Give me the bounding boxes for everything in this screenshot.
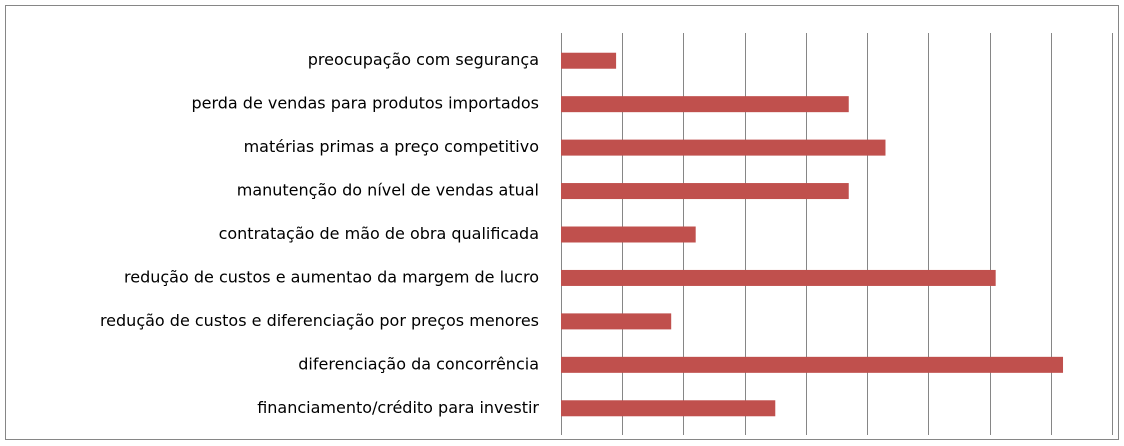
y-tick-label: manutenção do nível de vendas atual <box>237 181 539 200</box>
y-tick-label: redução de custos e diferenciação por pr… <box>100 311 539 330</box>
y-tick-label: contratação de mão de obra qualificada <box>219 224 539 243</box>
y-tick-label: matérias primas a preço competitivo <box>244 137 539 156</box>
bar <box>561 356 1064 373</box>
bar <box>561 52 617 69</box>
y-tick-label: redução de custos e aumentao da margem d… <box>124 267 539 286</box>
bar <box>561 269 996 286</box>
y-tick-label: diferenciação da concorrência <box>298 354 539 373</box>
bar <box>561 400 776 417</box>
y-tick-label: perda de vendas para produtos importados <box>191 94 539 113</box>
bar <box>561 139 886 156</box>
bar <box>561 183 849 200</box>
bar <box>561 313 672 330</box>
bar <box>561 226 696 243</box>
y-tick-label: preocupação com segurança <box>308 50 539 69</box>
y-tick-label: financiamento/crédito para investir <box>257 398 539 417</box>
bar <box>561 96 849 113</box>
